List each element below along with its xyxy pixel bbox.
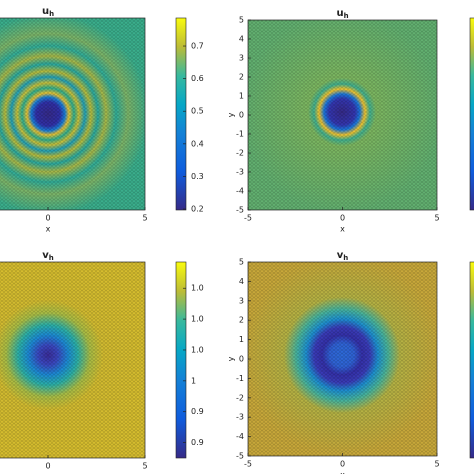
- panel-title: vh: [337, 250, 349, 262]
- colorbar-tick-label: 1.0: [191, 345, 204, 354]
- x-tick-label: 0: [340, 460, 345, 469]
- y-tick-label: 1: [239, 92, 244, 101]
- colorbar: [175, 17, 187, 211]
- y-tick-label: 0: [239, 111, 244, 120]
- x-tick-label: 0: [340, 214, 345, 223]
- y-tick-label: -4: [236, 432, 244, 441]
- x-axis-label: x: [46, 225, 51, 234]
- x-axis-label: x: [340, 225, 345, 234]
- y-tick-label: -1: [236, 130, 244, 139]
- y-tick-label: -2: [236, 149, 244, 158]
- mesh-overlay: [0, 262, 145, 458]
- x-axis-label: x: [46, 473, 51, 474]
- colorbar-tick-label: 1.0: [191, 315, 204, 324]
- x-tick-label: 5: [434, 460, 439, 469]
- colorbar: [469, 261, 474, 459]
- y-tick-label: 1: [239, 335, 244, 344]
- x-axis-label: x: [340, 471, 345, 474]
- y-tick-label: 5: [239, 16, 244, 25]
- y-axis-label: y: [227, 356, 236, 361]
- x-tick-label: -5: [244, 214, 252, 223]
- y-tick-label: -4: [236, 187, 244, 196]
- y-tick-label: -1: [236, 374, 244, 383]
- title-main: u: [336, 8, 343, 19]
- y-tick-label: 3: [239, 296, 244, 305]
- y-tick-label: -3: [236, 413, 244, 422]
- colorbar-tick-label: 0.2: [191, 205, 204, 214]
- panel-title: uh: [336, 8, 348, 20]
- y-tick-label: -2: [236, 393, 244, 402]
- mesh-overlay: [248, 262, 437, 456]
- colorbar-tick-label: 0.7: [191, 42, 204, 51]
- y-tick-label: -5: [236, 206, 244, 215]
- title-subscript: h: [49, 10, 54, 18]
- y-tick-label: 0: [239, 355, 244, 364]
- y-tick-label: 4: [239, 35, 244, 44]
- x-tick-label: 0: [45, 462, 50, 471]
- y-tick-label: 3: [239, 54, 244, 63]
- y-tick-label: -3: [236, 168, 244, 177]
- title-main: v: [42, 250, 49, 261]
- colorbar-tick-label: 0.9: [191, 438, 204, 447]
- colorbar-tick-label: 0.3: [191, 172, 204, 181]
- title-main: u: [42, 6, 49, 17]
- mesh-overlay: [0, 18, 145, 210]
- colorbar-tick-label: 0.6: [191, 74, 204, 83]
- colorbar-tick-label: 1: [191, 376, 196, 385]
- colorbar-tick-label: 0.9: [191, 407, 204, 416]
- colorbar: [469, 17, 474, 211]
- y-tick-label: 4: [239, 277, 244, 286]
- title-subscript: h: [49, 254, 54, 262]
- colorbar-tick-label: 1.0: [191, 284, 204, 293]
- panel-title: uh: [42, 6, 54, 18]
- y-tick-label: 2: [239, 316, 244, 325]
- y-axis-label: y: [227, 112, 236, 117]
- y-tick-label: 5: [239, 258, 244, 267]
- panel-title: vh: [42, 250, 54, 262]
- y-tick-label: 2: [239, 73, 244, 82]
- x-tick-label: -5: [244, 460, 252, 469]
- mesh-overlay: [248, 20, 437, 210]
- x-tick-label: 0: [45, 214, 50, 223]
- x-tick-label: 5: [434, 214, 439, 223]
- colorbar-tick-label: 0.4: [191, 139, 204, 148]
- colorbar: [175, 261, 187, 459]
- title-main: v: [337, 250, 344, 261]
- title-subscript: h: [344, 12, 349, 20]
- title-subscript: h: [343, 254, 348, 262]
- x-tick-label: 5: [142, 214, 147, 223]
- y-tick-label: -5: [236, 452, 244, 461]
- colorbar-tick-label: 0.5: [191, 107, 204, 116]
- x-tick-label: 5: [142, 462, 147, 471]
